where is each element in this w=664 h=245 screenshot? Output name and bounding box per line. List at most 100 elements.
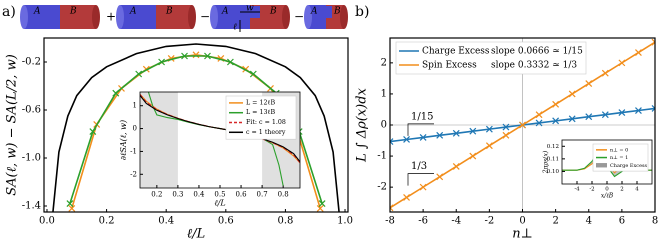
operator: −	[200, 10, 210, 24]
x-tick-label: 2	[620, 186, 624, 192]
x-tick-label: 0.5	[214, 190, 225, 198]
shaded-range	[140, 92, 178, 188]
marker	[469, 152, 477, 160]
plot-frame	[139, 91, 301, 189]
marker	[618, 59, 626, 67]
series-line	[52, 43, 340, 212]
marker	[535, 119, 543, 127]
legend-label: L = 12ℓB	[246, 99, 275, 106]
region-label: B	[333, 7, 341, 17]
legend-box	[395, 41, 587, 75]
operator: +	[106, 10, 116, 24]
y-tick-label: 0.10	[547, 169, 560, 175]
y-tick-label: -2	[130, 170, 137, 178]
marker	[651, 105, 655, 112]
y-axis-label: 2πρs(x)	[543, 150, 550, 174]
region-label: A	[310, 7, 318, 17]
cylinder: A B	[20, 5, 100, 29]
marker	[419, 133, 427, 141]
y-tick-label: -1	[130, 147, 137, 155]
annotation: 1/3	[411, 161, 427, 172]
legend-label: Charge Excess	[422, 47, 490, 57]
y-tick-label: 0.11	[547, 156, 559, 162]
panel-label: a)	[2, 4, 16, 20]
marker	[226, 58, 234, 66]
y-tick-label: -1.0	[22, 153, 41, 164]
slope-triangle	[407, 123, 434, 136]
x-tick-label: 8	[652, 216, 658, 227]
slope-triangle	[407, 173, 434, 186]
x-tick-label: 1.0	[337, 216, 353, 227]
plot-frame	[43, 37, 349, 213]
marker	[66, 200, 74, 208]
x-tick-label: 0.3	[172, 190, 183, 198]
cylinder: A B w ℓ	[210, 4, 290, 33]
x-tick-label: 4	[635, 186, 639, 192]
marker	[158, 58, 166, 66]
legend-slope: slope 0.0666 ≃ 1/15	[491, 47, 583, 57]
y-tick-label: -1	[377, 151, 387, 162]
legend-label: Spin Excess	[422, 61, 477, 71]
marker	[635, 49, 642, 56]
legend-label: Charge Excess	[610, 163, 648, 169]
x-axis-label: ℓ/L	[214, 198, 225, 207]
width-label: w	[246, 4, 254, 14]
x-tick-label: 0.6	[218, 216, 234, 227]
x-tick-label: 0.4	[193, 190, 205, 198]
marker	[390, 204, 394, 212]
marker	[469, 127, 477, 135]
marker	[403, 194, 410, 201]
region-label: B	[69, 7, 77, 17]
marker	[403, 136, 410, 143]
annotation: 1/15	[411, 111, 433, 122]
plot-frame	[389, 37, 656, 213]
marker	[485, 142, 493, 150]
series-group	[390, 38, 655, 212]
operator: −	[294, 10, 304, 24]
marker	[601, 69, 609, 77]
marker	[89, 128, 97, 136]
x-tick-label: 0.7	[257, 190, 268, 198]
cylinder-diagram: A B + A B − A B w ℓ − A B	[20, 4, 348, 33]
x-tick-label: 0.4	[158, 216, 174, 227]
marker	[568, 90, 576, 98]
marker	[436, 173, 444, 181]
marker	[135, 70, 143, 78]
y-tick-label: 1	[133, 102, 137, 110]
marker	[635, 107, 642, 114]
marker	[552, 100, 560, 108]
y-tick-label: -0.6	[22, 105, 41, 116]
panel-label: b)	[355, 4, 369, 20]
region-label: A	[129, 7, 137, 17]
y-tick-label: 0	[133, 125, 137, 133]
x-tick-label: 0.6	[235, 190, 247, 198]
y-axis-label: L ∫ Δρ(x)dx	[355, 87, 370, 162]
y-tick-label: -1.4	[22, 201, 41, 212]
marker	[316, 204, 324, 212]
marker	[585, 80, 593, 88]
marker	[452, 162, 460, 170]
marker	[452, 129, 460, 137]
marker	[249, 70, 257, 78]
marker	[552, 117, 560, 125]
legend-label: L = 13ℓB	[246, 109, 275, 116]
marker	[112, 89, 120, 97]
x-tick-label: 0	[605, 186, 609, 192]
y-tick-label: 0	[381, 120, 387, 131]
x-tick-label: -2	[485, 216, 495, 227]
x-tick-label: -8	[385, 216, 395, 227]
marker	[502, 123, 510, 131]
x-tick-label: 0	[519, 216, 525, 227]
region-label: B	[269, 7, 277, 17]
marker	[485, 125, 493, 133]
x-tick-label: -4	[574, 186, 580, 192]
x-tick-label: 0.8	[278, 190, 289, 198]
marker	[601, 111, 609, 119]
legend-label: Fit: c = 1.08	[246, 119, 286, 126]
series-line	[140, 95, 300, 163]
x-axis-label: ℓ/L	[187, 227, 205, 242]
cylinder: A B	[304, 5, 348, 29]
length-label: ℓ	[233, 23, 237, 33]
